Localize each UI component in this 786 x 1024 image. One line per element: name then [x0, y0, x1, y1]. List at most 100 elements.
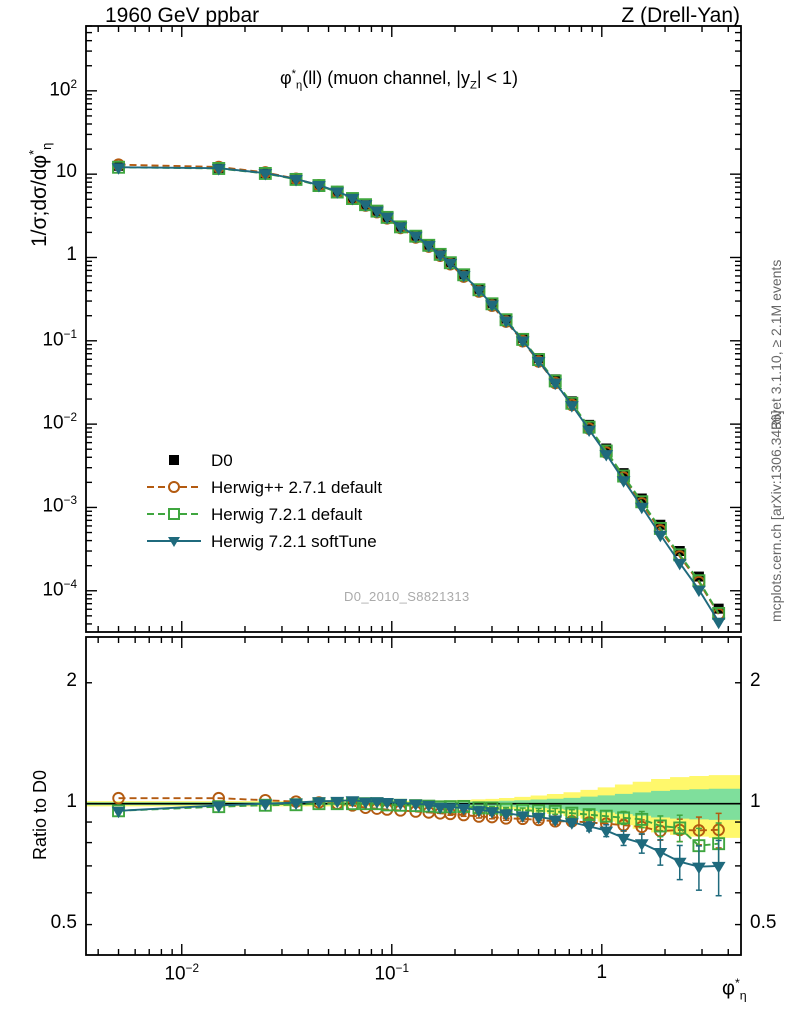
xlabel-eta: η	[739, 988, 747, 1003]
data-point	[472, 286, 486, 298]
y-tick-label-main-1: 10	[55, 161, 77, 183]
ratio-point	[599, 809, 613, 823]
data-point	[358, 200, 373, 212]
ratio-point	[345, 796, 360, 808]
ratio-point	[634, 839, 649, 851]
header-right: Z (Drell-Yan)	[621, 4, 740, 27]
data-point	[345, 193, 360, 206]
data-point	[531, 356, 546, 369]
data-point	[548, 378, 563, 391]
data-point	[312, 181, 326, 193]
legend-marker-2	[147, 508, 201, 520]
ratio-point	[485, 807, 499, 819]
data-point	[433, 250, 448, 262]
x-tick-label-0: 10−2	[164, 962, 200, 985]
ratio-point	[456, 803, 471, 816]
data-point	[584, 419, 595, 430]
x-axis-label: φ*η	[722, 976, 747, 1003]
y-tick-label-ratio-1: 1	[66, 790, 77, 812]
series-2	[112, 160, 726, 620]
data-point	[499, 316, 513, 329]
ratio-point	[111, 806, 126, 819]
main-panel-series	[111, 158, 726, 630]
data-point	[634, 502, 649, 515]
y-tick-label-ratio-right-2: 0.5	[750, 911, 777, 933]
ratio-point	[330, 796, 345, 809]
legend-glyph	[168, 537, 180, 547]
data-point	[692, 585, 706, 598]
ratio-point	[617, 811, 631, 825]
data-point	[289, 174, 303, 187]
x-tick-label-2: 1	[596, 962, 608, 983]
ratio-point	[408, 799, 423, 812]
plot-subtitle: φ*η(ll) (muon channel, |yZ| < 1)	[280, 68, 518, 92]
legend-marker-0	[169, 455, 179, 465]
data-point	[564, 401, 579, 413]
ratio-panel-series	[111, 791, 726, 897]
y-tick-label-main-3: 10−1	[42, 327, 77, 351]
xlabel-phi: φ	[722, 977, 735, 1000]
data-point	[653, 530, 668, 543]
data-point	[672, 558, 687, 571]
ratio-point	[673, 821, 687, 835]
data-point	[421, 241, 436, 253]
header-left: 1960 GeV ppbar	[105, 4, 260, 27]
ratio-point	[548, 815, 563, 828]
ratio-point	[599, 826, 614, 839]
ratio-point	[564, 818, 579, 830]
ratio-point	[515, 811, 530, 823]
x-tick-label-1: 10−1	[374, 962, 410, 985]
data-point	[616, 476, 631, 488]
y-tick-label-main-0: 102	[49, 77, 77, 101]
ratio-point	[692, 862, 706, 875]
ratio-point	[433, 802, 448, 815]
ratio-point	[258, 799, 273, 812]
main-panel-frame	[85, 25, 742, 633]
y-tick-label-ratio-2: 0.5	[50, 911, 77, 933]
ratio-point	[711, 861, 726, 874]
series-0	[113, 160, 724, 614]
data-point	[111, 163, 126, 175]
legend-glyph	[168, 508, 180, 520]
ratio-series-2	[111, 796, 726, 897]
subtitle-star: *	[291, 68, 297, 80]
legend-label-2: Herwig 7.2.1 default	[211, 505, 363, 524]
data-point	[582, 425, 596, 438]
y-tick-label-main-6: 10−4	[42, 577, 77, 601]
ratio-point	[370, 797, 384, 809]
y-tick-label-ratio-right-1: 1	[750, 790, 761, 812]
data-point	[393, 222, 408, 234]
data-point	[370, 206, 384, 219]
ratio-point	[499, 809, 513, 821]
ratio-point	[531, 812, 546, 825]
legend-marker-3	[147, 537, 201, 547]
ratio-point	[653, 819, 667, 833]
subtitle-eta: η	[296, 79, 303, 92]
subtitle-rest: (ll) (muon channel, |yZ| < 1)	[302, 68, 519, 92]
ratio-panel-frame	[85, 636, 742, 956]
y-tick-label-ratio-right-0: 2	[750, 669, 761, 691]
ratio-point	[582, 808, 596, 822]
ratio-point	[421, 800, 436, 813]
data-point	[258, 169, 273, 181]
legend-marker-1	[147, 481, 201, 493]
subtitle-phi: φ	[280, 68, 292, 88]
ratio-point	[289, 798, 303, 811]
ratio-point	[582, 822, 596, 834]
ratio-point	[380, 797, 394, 810]
y-tick-label-main-4: 10−2	[42, 411, 77, 434]
data-point	[711, 617, 726, 630]
ratio-point	[211, 801, 226, 813]
xlabel-star: *	[734, 976, 740, 990]
ratio-point	[672, 857, 687, 870]
ratio-point	[635, 812, 649, 826]
y-tick-label-main-5: 10−3	[42, 494, 77, 517]
y-tick-label-main-2: 1	[66, 244, 77, 266]
ratio-point	[472, 806, 486, 818]
panel-frame	[85, 636, 742, 956]
panel-frame	[85, 25, 742, 633]
data-point	[485, 300, 499, 312]
legend-label-1: Herwig++ 2.7.1 default	[211, 478, 383, 497]
